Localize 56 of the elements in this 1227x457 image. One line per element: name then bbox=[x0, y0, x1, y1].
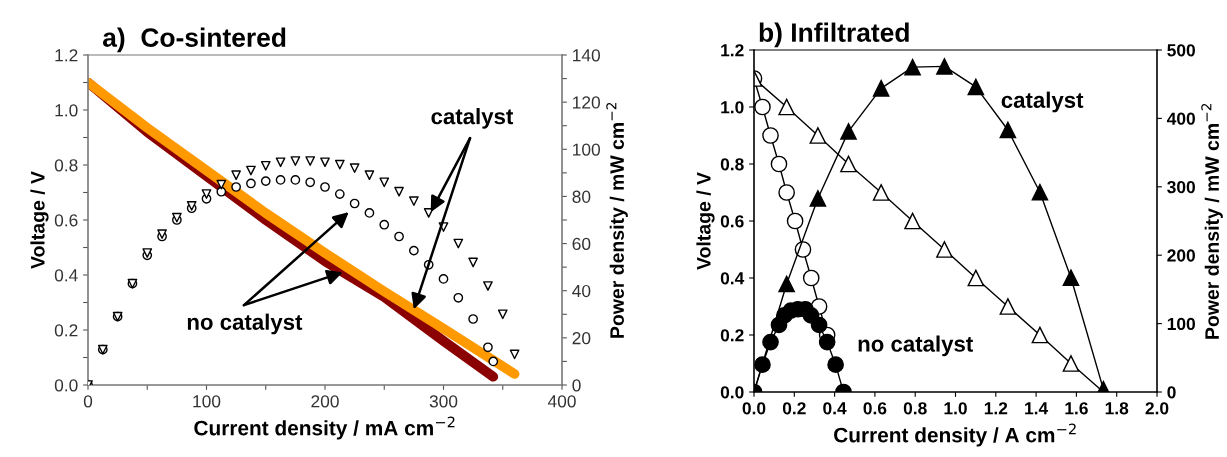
y-tick-label: 1.2 bbox=[55, 49, 78, 62]
y2-axis-title: Power density / mW cm$^{−2}$ bbox=[606, 102, 628, 338]
y-tick-label: 0.6 bbox=[54, 214, 78, 227]
y2-tick-label: 40 bbox=[572, 284, 591, 298]
y2-axis-title: Power density / mW cm$^{−2}$ bbox=[1201, 103, 1223, 339]
y-tick-label: 0.0 bbox=[54, 379, 78, 392]
y-tick-label: 0.0 bbox=[720, 386, 744, 399]
y2-tick-label: 0 bbox=[572, 379, 581, 392]
x-tick-label: 1.4 bbox=[1025, 402, 1049, 415]
y2-tick-label: 400 bbox=[1166, 112, 1195, 125]
y-axis-title: Voltage / V bbox=[696, 172, 715, 270]
y-tick-label: 0.2 bbox=[54, 324, 78, 337]
y-axis-title: Voltage / V bbox=[30, 171, 49, 269]
y2-tick-label: 20 bbox=[572, 332, 591, 345]
x-tick-label: 1.8 bbox=[1105, 402, 1129, 415]
y-tick-label: 0.6 bbox=[720, 215, 744, 228]
chart-title: b) Infiltrated bbox=[759, 22, 909, 48]
y-tick-label: 1.0 bbox=[55, 104, 78, 117]
y2-tick-label: 80 bbox=[572, 190, 591, 203]
x-tick-label: 0.6 bbox=[863, 402, 887, 415]
y2-tick-label: 60 bbox=[572, 237, 591, 251]
x-tick-label: 100 bbox=[193, 395, 221, 408]
y2-tick-label: 500 bbox=[1167, 44, 1195, 57]
y-tick-label: 0.8 bbox=[720, 158, 744, 171]
x-tick-label: 1.2 bbox=[984, 402, 1008, 415]
y2-tick-label: 100 bbox=[1167, 317, 1195, 331]
x-tick-label: 400 bbox=[547, 395, 576, 408]
y2-tick-label: 0 bbox=[1167, 386, 1176, 399]
x-tick-label: 0.4 bbox=[823, 402, 847, 415]
y-tick-label: 1.0 bbox=[721, 101, 744, 114]
annotation: no catalyst bbox=[187, 313, 303, 335]
y-tick-label: 0.4 bbox=[720, 272, 745, 285]
x-tick-label: 0.8 bbox=[903, 402, 927, 415]
x-axis-title: Current density / A cm$^{−2}$ bbox=[834, 423, 1076, 447]
x-tick-label: 1.0 bbox=[944, 402, 967, 415]
x-tick-label: 1.6 bbox=[1065, 402, 1088, 415]
y2-tick-label: 300 bbox=[1167, 180, 1195, 194]
annotation: catalyst bbox=[1001, 91, 1084, 113]
y2-tick-label: 200 bbox=[1167, 249, 1195, 262]
y-tick-label: 0.4 bbox=[54, 269, 78, 282]
y-tick-label: 0.2 bbox=[720, 329, 744, 342]
y-tick-label: 1.2 bbox=[721, 44, 744, 57]
x-tick-label: 200 bbox=[311, 395, 339, 408]
y2-tick-label: 120 bbox=[573, 96, 601, 109]
x-tick-label: 300 bbox=[429, 395, 458, 408]
y2-tick-label: 100 bbox=[573, 143, 601, 156]
x-tick-label: 0.0 bbox=[742, 402, 766, 415]
x-tick-label: 0.2 bbox=[782, 402, 806, 415]
annotation: catalyst bbox=[431, 108, 514, 129]
x-tick-label: 2.0 bbox=[1145, 402, 1169, 415]
x-tick-label: 0 bbox=[83, 395, 93, 408]
y-tick-label: 0.8 bbox=[54, 159, 78, 172]
y2-tick-label: 140 bbox=[573, 49, 601, 62]
x-axis-title: Current density / mA cm$^{−2}$ bbox=[194, 416, 455, 440]
chart-title: a) Co-sintered bbox=[103, 27, 286, 53]
annotation: no catalyst bbox=[858, 335, 973, 357]
